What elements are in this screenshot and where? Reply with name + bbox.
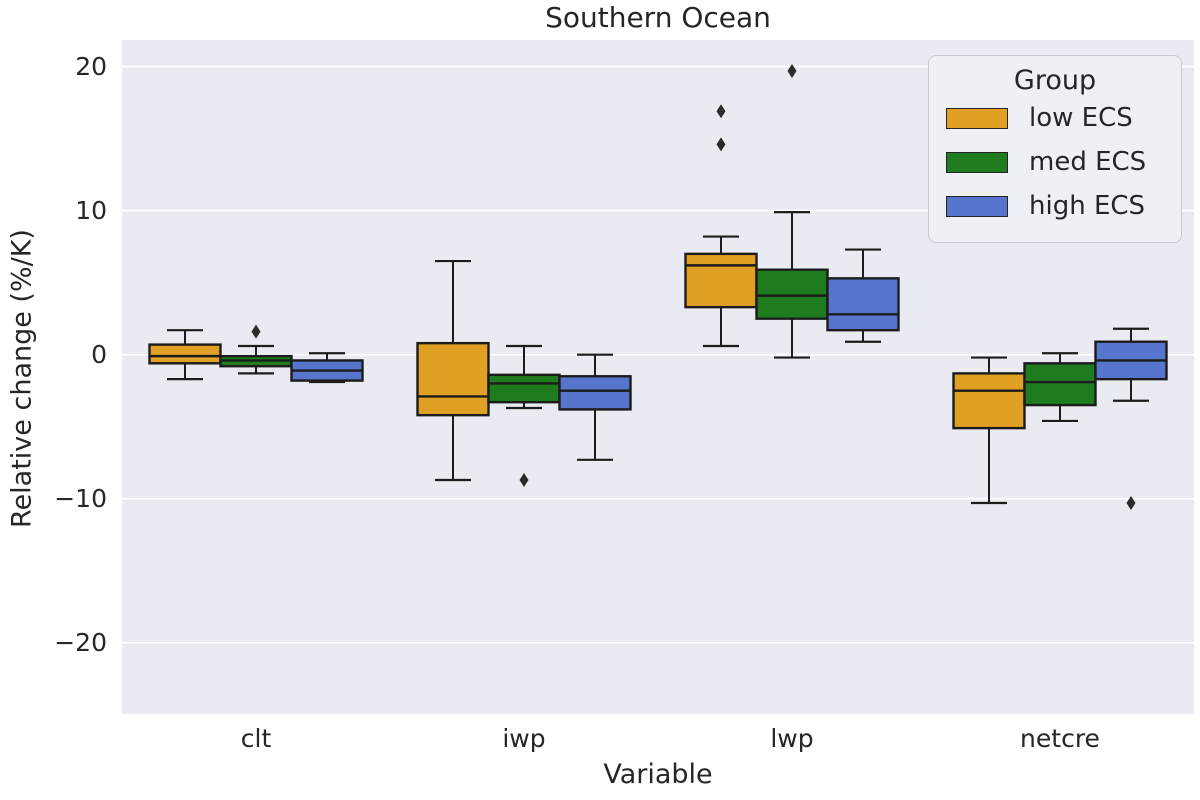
legend-item-label: low ECS (1029, 103, 1133, 133)
iqr-box (952, 372, 1026, 430)
outlier-marker (519, 472, 529, 487)
box-iwp-low-ecs (416, 259, 490, 482)
box-netcre-low-ecs (952, 356, 1026, 505)
box-netcre-high-ecs (1094, 327, 1168, 511)
x-tick-label-iwp: iwp (502, 724, 546, 753)
box-clt-low-ecs (148, 329, 222, 381)
x-axis-label: Variable (603, 759, 713, 790)
box-netcre-med-ecs (1023, 352, 1097, 423)
legend-item-low-ecs: low ECS (929, 96, 1181, 140)
iqr-box (416, 341, 490, 417)
outlier-marker (251, 324, 261, 339)
iqr-box (826, 277, 900, 332)
iqr-box (1023, 362, 1097, 407)
legend-item-label: med ECS (1029, 147, 1147, 177)
box-lwp-low-ecs (684, 104, 758, 348)
x-tick-label-lwp: lwp (770, 724, 814, 753)
iqr-box (684, 252, 758, 309)
iqr-box (755, 268, 829, 320)
y-tick-label--10: −10 (54, 483, 107, 513)
legend-items: low ECS med ECS high ECS (929, 96, 1181, 228)
legend-item-high-ecs: high ECS (929, 184, 1181, 228)
y-tick-label-20: 20 (75, 51, 107, 81)
x-tick-label-netcre: netcre (1020, 724, 1100, 753)
box-lwp-high-ecs (826, 248, 900, 343)
legend-swatch-icon (946, 151, 1008, 173)
legend: Group low ECS med ECS high ECS (928, 55, 1182, 243)
legend-item-med-ecs: med ECS (929, 140, 1181, 184)
y-tick-label--20: −20 (54, 627, 107, 657)
outlier-marker (787, 63, 797, 78)
box-clt-high-ecs (290, 352, 364, 384)
outlier-marker (1126, 496, 1136, 511)
iqr-box (558, 375, 632, 411)
box-lwp-med-ecs (755, 63, 829, 359)
outlier-marker (716, 104, 726, 119)
iqr-box (487, 373, 561, 404)
chart-title: Southern Ocean (545, 1, 771, 34)
iqr-box (148, 343, 222, 365)
y-tick-label-0: 0 (91, 339, 107, 369)
x-tick-label-clt: clt (240, 724, 272, 753)
y-tick-label-10: 10 (75, 195, 107, 225)
box-iwp-high-ecs (558, 353, 632, 461)
legend-swatch-icon (946, 195, 1008, 217)
legend-item-label: high ECS (1029, 191, 1146, 221)
outlier-marker (716, 137, 726, 152)
legend-swatch-icon (946, 107, 1008, 129)
legend-title: Group (1013, 65, 1097, 96)
